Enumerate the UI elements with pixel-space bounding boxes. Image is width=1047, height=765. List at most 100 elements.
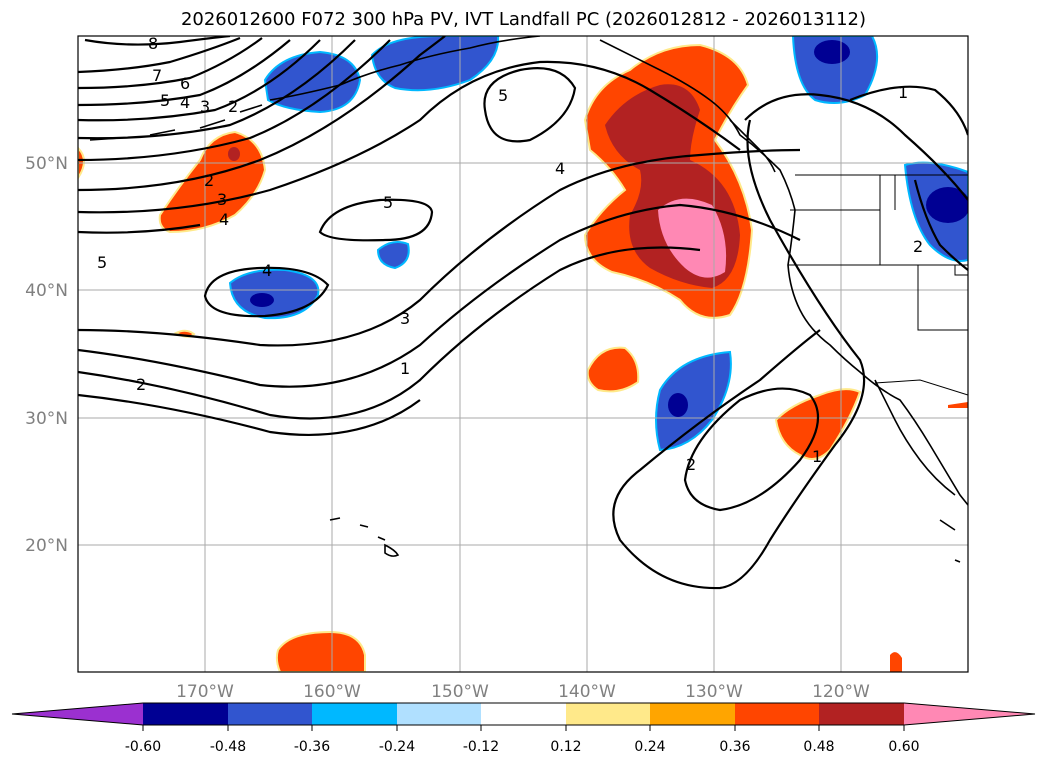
colorbar-segment	[481, 703, 566, 725]
political-borders	[788, 174, 968, 396]
neg-blob-small	[376, 241, 410, 270]
contour-labels: 8 7 6 5 4 3 2 5 4 5 4 3 1 2 5 2 3 4 2 1 …	[97, 34, 923, 474]
pos-pink-core	[658, 198, 727, 278]
colorbar-extend-right	[904, 703, 1035, 725]
lat-label-50: 50°N	[25, 154, 68, 174]
contour-2-east	[913, 179, 968, 271]
contour-1a	[78, 36, 446, 192]
colorbar: -0.60 -0.48 -0.36 -0.24 -0.12 0.12 0.24 …	[11, 702, 1036, 755]
border-state-wa-or	[790, 209, 881, 265]
colorbar-tick-label: 0.36	[719, 739, 750, 755]
contour-5a	[78, 39, 291, 107]
contour-label: 1	[400, 359, 410, 378]
colorbar-tick-label: 0.60	[888, 739, 919, 755]
contour-4-big	[78, 60, 741, 214]
coast-alaska	[269, 36, 541, 101]
contour-label: 5	[383, 193, 393, 212]
colorbar-segment	[228, 703, 312, 725]
colorbar-segment	[143, 703, 228, 725]
contour-6	[78, 37, 263, 90]
contour-4-ellipse	[203, 266, 330, 318]
neg-blob-mid-pacific	[228, 268, 320, 320]
map-frame	[77, 35, 969, 673]
contour-5-upper	[483, 67, 577, 143]
colorbar-tick-label: 0.48	[803, 739, 834, 755]
coast-mexico	[939, 519, 961, 563]
colorbar-segment	[819, 703, 904, 725]
border-us-mexico	[874, 379, 968, 396]
latitude-labels: 50°N 40°N 30°N 20°N	[25, 154, 68, 556]
colorbar-segment	[650, 703, 735, 725]
contour-2-loop	[683, 387, 820, 512]
contour-7	[78, 36, 241, 74]
contour-label: 8	[148, 34, 158, 53]
pv-contours	[78, 36, 968, 590]
contour-extra	[78, 393, 421, 437]
contour-5-left	[78, 223, 201, 234]
lat-label-30: 30°N	[25, 409, 68, 429]
pos-blob-gulf	[948, 402, 968, 408]
contour-3a	[78, 39, 356, 140]
lon-label-170w: 170°W	[176, 682, 234, 702]
colorbar-segment	[566, 703, 650, 725]
contour-label: 2	[228, 97, 238, 116]
contour-label: 4	[555, 159, 565, 178]
colorbar-ticks	[142, 725, 905, 731]
lon-label-140w: 140°W	[558, 682, 616, 702]
contour-3b	[78, 148, 801, 347]
colorbar-tick-label: -0.12	[463, 739, 499, 755]
contour-5-ellipse	[318, 198, 434, 242]
contour-label: 3	[217, 190, 227, 209]
contour-8	[84, 36, 231, 46]
colorbar-tick-label: -0.48	[210, 739, 246, 755]
contour-2b	[78, 203, 801, 388]
pos-blob-mexico	[890, 652, 902, 672]
contour-label: 3	[400, 309, 410, 328]
colorbar-tick-label: -0.24	[379, 739, 415, 755]
contour-1b	[78, 246, 701, 420]
coast-baja	[874, 379, 956, 496]
contour-label: 5	[160, 91, 170, 110]
colorbar-tick-label: 0.12	[550, 739, 581, 755]
contour-label: 3	[200, 97, 210, 116]
contour-2a	[78, 39, 391, 162]
contour-label: 2	[204, 171, 214, 190]
border-state-ca-nv	[917, 265, 968, 331]
coast-bc	[599, 39, 796, 211]
colorbar-tick-label: 0.24	[634, 739, 665, 755]
border-state-az	[954, 265, 968, 276]
contour-4a	[78, 39, 321, 122]
contour-label: 7	[152, 66, 162, 85]
contour-1-east	[744, 93, 968, 201]
map-area: 8 7 6 5 4 3 2 5 4 5 4 3 1 2 5 2 3 4 2 1 …	[78, 34, 968, 672]
contour-label: 2	[913, 237, 923, 256]
contour-label: 1	[898, 83, 908, 102]
contour-label: 5	[498, 86, 508, 105]
lon-label-150w: 150°W	[431, 682, 489, 702]
colorbar-segment	[735, 703, 819, 725]
lon-label-120w: 120°W	[812, 682, 870, 702]
neg-core-subtropic	[668, 393, 688, 417]
contour-label: 2	[686, 455, 696, 474]
pos-core-west	[228, 147, 240, 161]
coastlines	[89, 36, 968, 563]
neg-core-canada	[814, 40, 850, 64]
neg-core-mid-pacific	[250, 293, 274, 307]
lat-label-40: 40°N	[25, 281, 68, 301]
contour-label: 4	[180, 93, 190, 112]
colorbar-segment	[312, 703, 397, 725]
colorbar-segment	[397, 703, 481, 725]
longitude-labels: 170°W 160°W 150°W 140°W 130°W 120°W	[176, 682, 870, 702]
neg-blob-subtropic	[655, 350, 732, 452]
coast-vancouver-isl	[729, 119, 776, 173]
contour-label: 2	[136, 375, 146, 394]
contour-1-east-b	[849, 85, 968, 136]
pos-blob-south	[275, 630, 366, 672]
neg-core-rockies	[926, 187, 968, 223]
pos-blob-hawaii-ne	[586, 346, 640, 393]
neg-blob-canada	[791, 36, 879, 105]
contour-label: 4	[262, 261, 272, 280]
border-state-id	[879, 175, 896, 265]
lon-label-130w: 130°W	[685, 682, 743, 702]
